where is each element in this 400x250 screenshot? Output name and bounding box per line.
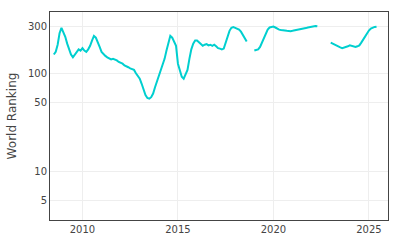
svg-text:10: 10 — [34, 166, 47, 177]
svg-text:2025: 2025 — [356, 224, 381, 235]
svg-text:50: 50 — [34, 97, 47, 108]
svg-text:2010: 2010 — [70, 224, 95, 235]
svg-text:100: 100 — [28, 68, 47, 79]
svg-text:5: 5 — [41, 195, 47, 206]
svg-text:2015: 2015 — [165, 224, 190, 235]
svg-text:300: 300 — [28, 21, 47, 32]
svg-text:2020: 2020 — [261, 224, 286, 235]
svg-text:World Ranking: World Ranking — [5, 73, 19, 160]
